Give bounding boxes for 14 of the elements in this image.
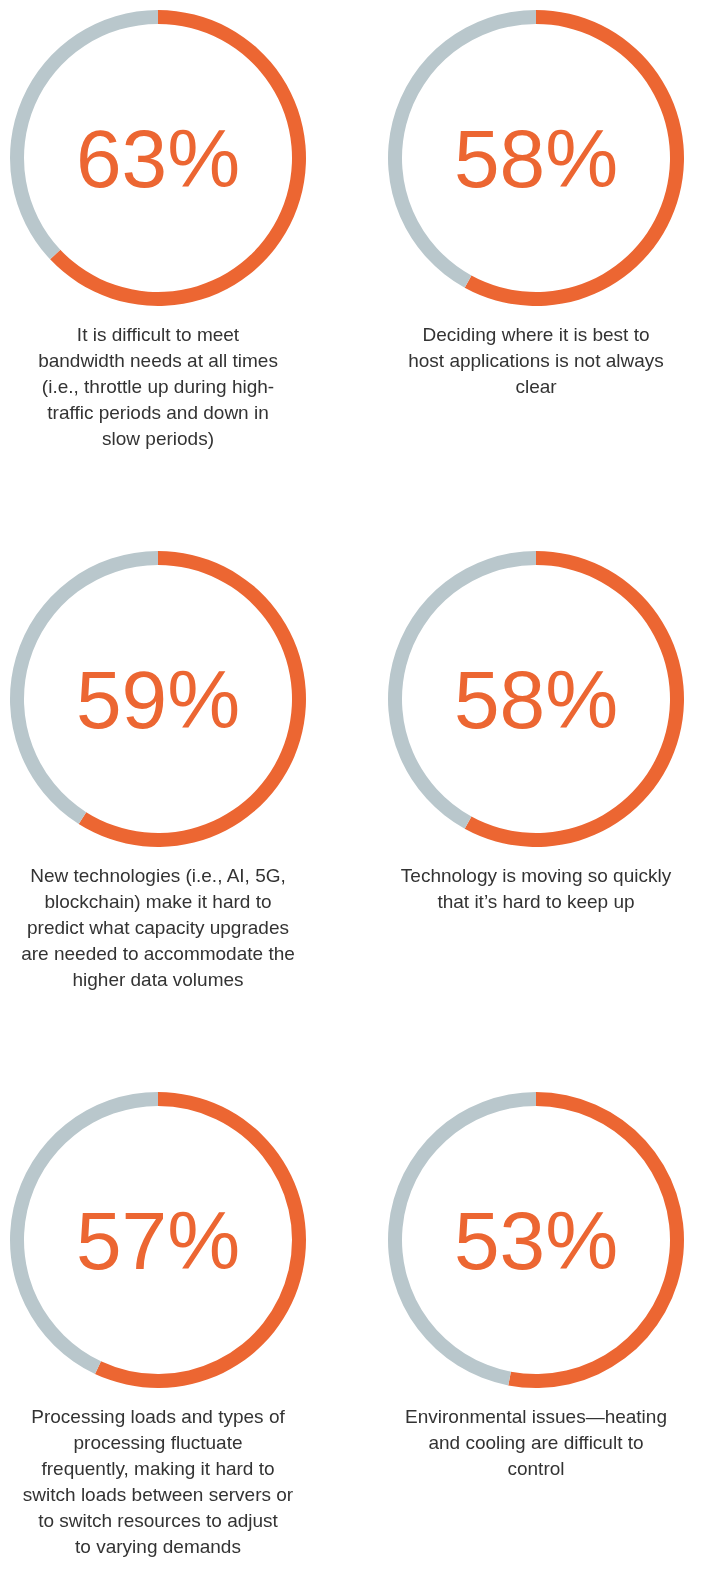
text: It is difficult to meet bandwidth needs at all times (i.e., throttle up during high-traffic periods and down in slow periods)	[38, 324, 278, 449]
text: New technologies (i.e., AI, 5G, blockchain) make it hard to predict what capacity upgrades are needed to accommodate the higher data volumes	[21, 865, 295, 990]
text: 58%	[453, 113, 619, 204]
text: 53%	[453, 1195, 619, 1286]
text: 58%	[453, 654, 619, 745]
text: 59%	[75, 654, 241, 745]
donut-slice	[78, 551, 306, 847]
text: Environmental issues—heating and cooling are difficult to control	[405, 1406, 667, 1479]
text: 63%	[75, 113, 241, 204]
text: Deciding where it is best to host applications is not always clear	[408, 324, 664, 397]
text: Technology is moving so quickly that it’s hard to keep up	[400, 865, 672, 912]
text: 57%	[75, 1195, 241, 1286]
donut-slice	[50, 10, 306, 306]
text: Processing loads and types of processing fluctuate frequently, making it hard to switch loads between servers or to switch resources to adjust to varying demands	[22, 1406, 294, 1557]
